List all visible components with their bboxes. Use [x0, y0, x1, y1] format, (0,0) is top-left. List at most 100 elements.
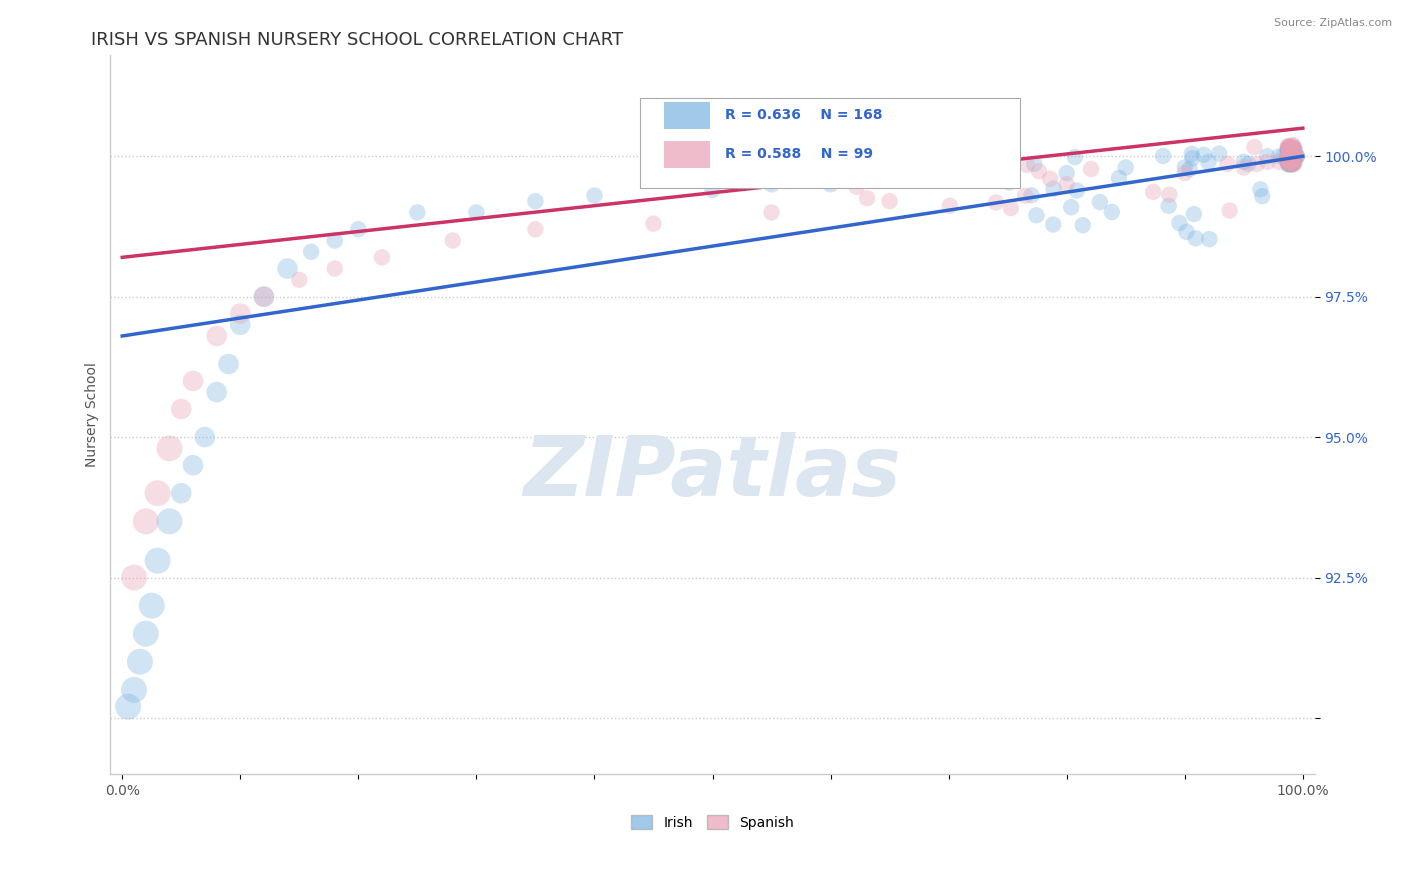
- Point: [1277, 156, 1299, 170]
- Point: [159, 514, 181, 528]
- Point: [159, 442, 181, 456]
- Point: [1088, 194, 1111, 209]
- Point: [1277, 153, 1299, 167]
- Point: [1174, 161, 1197, 175]
- Point: [1278, 140, 1301, 154]
- Point: [1277, 143, 1299, 157]
- Point: [1277, 139, 1299, 153]
- Point: [939, 199, 962, 213]
- Point: [146, 486, 169, 500]
- Point: [1278, 147, 1301, 161]
- Point: [1181, 151, 1204, 165]
- Point: [1278, 140, 1301, 154]
- Point: [1278, 144, 1301, 158]
- Point: [1281, 143, 1303, 157]
- Point: [1281, 151, 1303, 165]
- Point: [1060, 200, 1083, 214]
- Point: [1278, 145, 1301, 160]
- Point: [1277, 157, 1299, 171]
- Point: [1278, 153, 1301, 168]
- Point: [1277, 140, 1299, 154]
- Point: [1282, 152, 1305, 166]
- Point: [1282, 149, 1305, 163]
- Point: [1284, 142, 1306, 156]
- Point: [1282, 154, 1305, 169]
- Point: [1281, 138, 1303, 153]
- Point: [229, 306, 252, 320]
- Point: [1282, 151, 1305, 165]
- Point: [1279, 141, 1302, 155]
- Point: [1028, 164, 1050, 178]
- Point: [1281, 152, 1303, 166]
- Point: [1277, 157, 1299, 171]
- Point: [205, 329, 228, 343]
- Point: [1056, 178, 1078, 192]
- Point: [1024, 157, 1046, 171]
- Point: [1101, 205, 1123, 219]
- Point: [1277, 143, 1299, 157]
- Point: [832, 173, 855, 187]
- Point: [1277, 151, 1299, 165]
- Point: [1216, 157, 1239, 171]
- Point: [299, 244, 322, 259]
- Point: [1279, 148, 1302, 162]
- Point: [1080, 162, 1102, 177]
- Point: [1277, 146, 1299, 161]
- Point: [1281, 142, 1303, 156]
- Point: [1233, 154, 1256, 169]
- Point: [1279, 153, 1302, 168]
- Point: [1174, 166, 1197, 180]
- Point: [1178, 162, 1201, 177]
- Point: [1282, 146, 1305, 161]
- Point: [1282, 152, 1305, 166]
- Point: [465, 205, 488, 219]
- Point: [1282, 157, 1305, 171]
- Point: [1278, 144, 1301, 158]
- Point: [893, 152, 915, 166]
- Point: [1277, 151, 1299, 165]
- Point: [1284, 155, 1306, 169]
- Point: [1279, 154, 1302, 169]
- Point: [347, 222, 370, 236]
- Point: [1282, 152, 1305, 166]
- Point: [1277, 149, 1299, 163]
- Point: [181, 458, 204, 472]
- Point: [1281, 144, 1303, 158]
- Point: [1282, 155, 1305, 169]
- Point: [1281, 139, 1303, 153]
- Point: [1285, 149, 1308, 163]
- Point: [371, 251, 394, 265]
- Point: [524, 194, 547, 209]
- Point: [1000, 169, 1022, 183]
- Point: [1192, 148, 1215, 162]
- Point: [1284, 142, 1306, 156]
- Point: [984, 195, 1007, 210]
- Point: [1281, 144, 1303, 158]
- Text: Source: ZipAtlas.com: Source: ZipAtlas.com: [1274, 18, 1392, 28]
- Point: [1279, 156, 1302, 170]
- Point: [1142, 185, 1164, 199]
- Point: [146, 554, 169, 568]
- Point: [1281, 146, 1303, 161]
- Point: [1279, 143, 1302, 157]
- Text: R = 0.588    N = 99: R = 0.588 N = 99: [724, 146, 873, 161]
- Point: [1279, 147, 1302, 161]
- Point: [1277, 143, 1299, 157]
- Point: [1278, 142, 1301, 156]
- Point: [253, 290, 276, 304]
- Point: [1256, 149, 1278, 163]
- Point: [1278, 147, 1301, 161]
- Point: [1184, 231, 1206, 245]
- Point: [524, 222, 547, 236]
- Point: [1278, 149, 1301, 163]
- Point: [1281, 148, 1303, 162]
- Point: [1278, 151, 1301, 165]
- Point: [1237, 157, 1260, 171]
- Point: [135, 626, 157, 640]
- Point: [761, 178, 783, 192]
- Point: [879, 171, 901, 186]
- Point: [1277, 155, 1299, 169]
- Point: [1282, 152, 1305, 166]
- Point: [1279, 145, 1302, 160]
- Point: [1277, 145, 1299, 160]
